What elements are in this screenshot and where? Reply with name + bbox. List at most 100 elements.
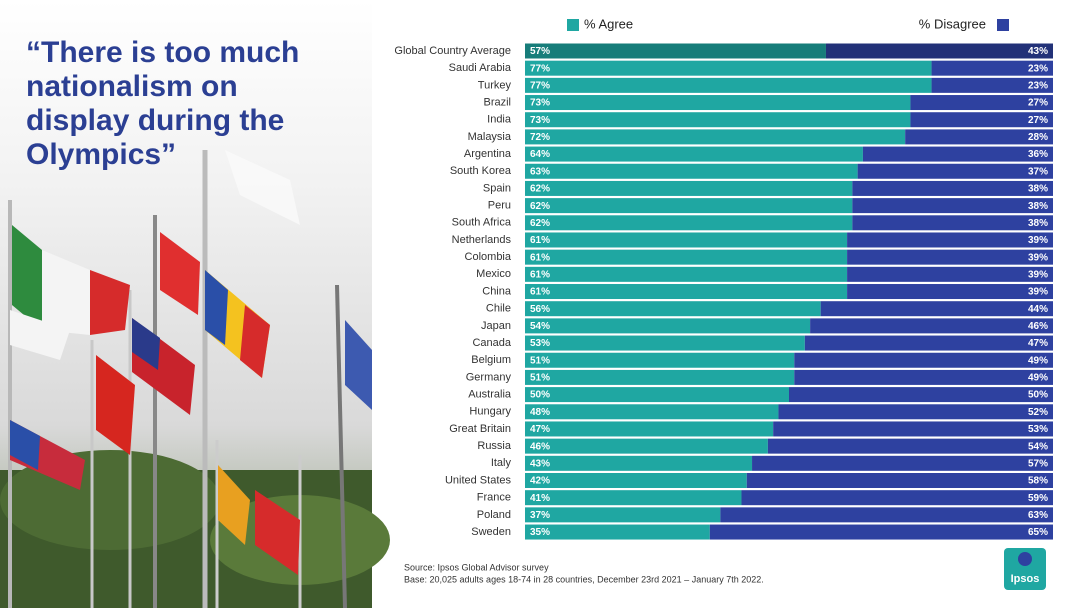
value-label: 39% (1028, 252, 1048, 263)
bar-segment (741, 490, 1053, 506)
value-label: 48% (530, 407, 550, 418)
value-label: 61% (530, 235, 550, 246)
category-label: Great Britain (449, 423, 511, 435)
bar-segment (825, 43, 1053, 59)
value-label: 73% (530, 98, 550, 109)
value-label: 61% (530, 252, 550, 263)
bar-segment (810, 318, 1053, 334)
category-label: South Korea (450, 165, 512, 177)
value-label: 37% (1028, 166, 1048, 177)
base-note: Base: 20,025 adults ages 18-74 in 28 cou… (404, 574, 764, 584)
logo: Ipsos (1004, 548, 1046, 590)
bar-segment (525, 43, 826, 59)
value-label: 64% (530, 149, 550, 160)
value-label: 38% (1028, 218, 1048, 229)
bar-segment (847, 266, 1053, 282)
bar-segment (525, 301, 821, 317)
value-label: 77% (530, 81, 550, 92)
bar-segment (720, 507, 1053, 523)
value-label: 57% (530, 46, 550, 57)
bar-segment (525, 438, 768, 454)
value-label: 57% (1028, 458, 1048, 469)
bar-segment (709, 524, 1053, 540)
category-label: China (482, 285, 512, 297)
value-label: 46% (1028, 321, 1048, 332)
value-label: 77% (530, 63, 550, 74)
value-label: 46% (530, 441, 550, 452)
value-label: 49% (1028, 355, 1048, 366)
logo-text: Ipsos (1011, 573, 1040, 585)
bar-segment (910, 112, 1053, 128)
value-label: 62% (530, 201, 550, 212)
category-label: Peru (488, 200, 511, 212)
category-label: Turkey (478, 79, 512, 91)
category-label: Belgium (471, 354, 511, 366)
bar-segment (746, 473, 1053, 488)
category-label: India (487, 114, 512, 126)
bar-segment (852, 180, 1053, 196)
category-label: Chile (486, 303, 511, 315)
value-label: 39% (1028, 269, 1048, 280)
bar-segment (525, 129, 906, 145)
bar-segment (525, 318, 811, 334)
value-label: 47% (1028, 338, 1048, 349)
value-label: 38% (1028, 201, 1048, 212)
category-label: Mexico (476, 268, 511, 280)
value-label: 42% (530, 476, 550, 487)
bar-segment (525, 387, 789, 403)
value-label: 61% (530, 269, 550, 280)
value-label: 63% (530, 166, 550, 177)
category-label: Canada (472, 337, 511, 349)
category-label: Italy (491, 457, 512, 469)
value-label: 53% (530, 338, 550, 349)
category-label: South Africa (452, 217, 512, 229)
bar-segment (525, 249, 848, 265)
category-label: Netherlands (452, 234, 512, 246)
value-label: 28% (1028, 132, 1048, 143)
category-label: Germany (466, 371, 512, 383)
category-label: Global Country Average (394, 45, 511, 57)
value-label: 51% (530, 373, 550, 384)
value-label: 53% (1028, 424, 1048, 435)
value-label: 59% (1028, 493, 1048, 504)
value-label: 50% (1028, 390, 1048, 401)
category-label: Argentina (464, 148, 512, 160)
bar-segment (525, 507, 721, 523)
bar-segment (852, 198, 1053, 214)
value-label: 73% (530, 115, 550, 126)
bar-segment (862, 146, 1053, 162)
bar-segment (767, 438, 1053, 454)
bar-segment (773, 421, 1053, 437)
bar-segment (789, 387, 1053, 403)
bar-segment (525, 455, 753, 471)
value-label: 23% (1028, 63, 1048, 74)
category-label: Poland (477, 509, 511, 521)
bar-segment (525, 77, 932, 93)
value-label: 44% (1028, 304, 1048, 315)
bar-segment (525, 266, 848, 282)
value-label: 35% (530, 527, 550, 538)
value-label: 51% (530, 355, 550, 366)
legend-label: % Disagree (919, 16, 986, 31)
legend-label: % Agree (584, 16, 633, 31)
category-label: Malaysia (468, 131, 512, 143)
value-label: 58% (1028, 476, 1048, 487)
value-label: 38% (1028, 184, 1048, 195)
value-label: 39% (1028, 287, 1048, 298)
value-label: 37% (530, 510, 550, 521)
value-label: 52% (1028, 407, 1048, 418)
bar-segment (847, 232, 1053, 248)
category-label: Brazil (483, 96, 511, 108)
category-label: Russia (477, 440, 512, 452)
value-label: 41% (530, 493, 550, 504)
legend-swatch (567, 19, 579, 31)
value-label: 72% (530, 132, 550, 143)
bar-segment (931, 77, 1053, 93)
bar-segment (794, 352, 1053, 368)
bar-segment (847, 249, 1053, 265)
value-label: 50% (530, 390, 550, 401)
value-label: 23% (1028, 81, 1048, 92)
bar-segment (525, 352, 795, 368)
bar-segment (820, 301, 1053, 317)
